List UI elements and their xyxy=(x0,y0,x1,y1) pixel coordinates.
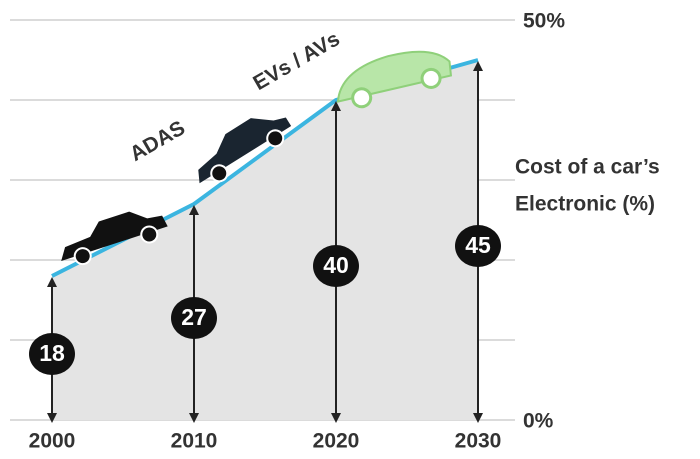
value-badge xyxy=(29,333,75,375)
y-axis-label: Electronic (%) xyxy=(515,193,655,216)
x-tick-label: 2020 xyxy=(313,430,360,453)
value-badge xyxy=(455,225,501,267)
car-icon xyxy=(198,117,292,184)
annotation: ADAS xyxy=(126,116,189,166)
y-tick-label: 50% xyxy=(523,10,565,33)
plot: 18 27 40 45 xyxy=(29,58,501,423)
x-tick-label: 2010 xyxy=(171,430,218,453)
x-tick-label: 2000 xyxy=(29,430,76,453)
x-tick-label: 2030 xyxy=(455,430,502,453)
data-label: 18 xyxy=(39,340,65,366)
data-label: 45 xyxy=(465,232,491,258)
value-badge xyxy=(171,297,217,339)
y-tick-label: 0% xyxy=(523,410,554,433)
area xyxy=(52,60,478,420)
annotation: EVs / AVs xyxy=(249,27,343,95)
car-icon xyxy=(336,50,453,109)
data-label: 40 xyxy=(323,252,349,278)
car-icon xyxy=(61,211,168,266)
data-label: 27 xyxy=(181,304,207,330)
value-badge xyxy=(313,245,359,287)
y-axis-label: Cost of a car’s xyxy=(515,156,660,179)
